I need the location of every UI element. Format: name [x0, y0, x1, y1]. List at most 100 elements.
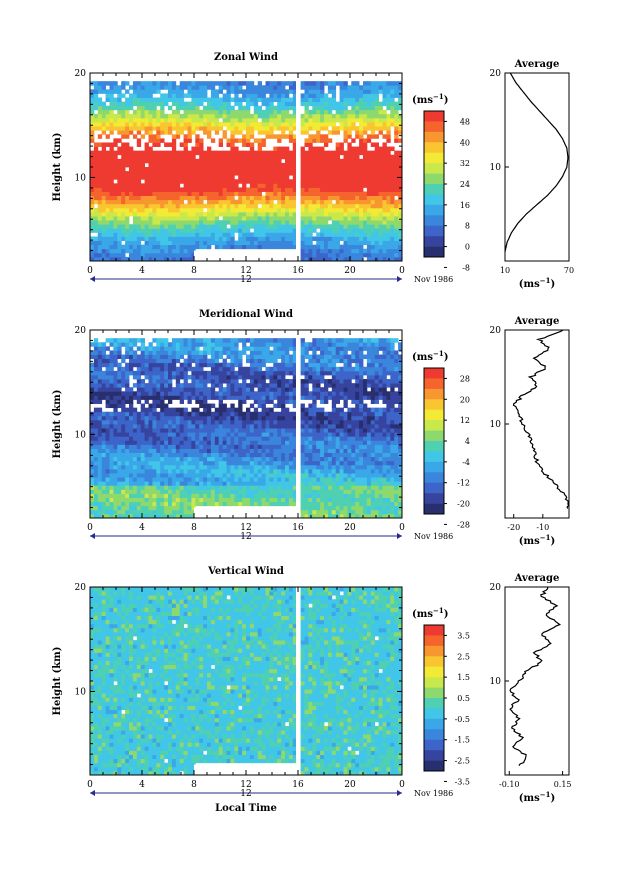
heatmap-cell — [105, 436, 110, 441]
heatmap-cell — [394, 105, 399, 111]
heatmap-cell — [339, 236, 344, 241]
heatmap-cell — [129, 501, 134, 507]
heatmap-cell — [382, 154, 387, 160]
heatmap-cell — [136, 456, 142, 462]
heatmap-cell — [394, 248, 399, 254]
heatmap-cell — [121, 228, 126, 233]
heatmap-cell — [335, 428, 340, 433]
heatmap-cell — [140, 419, 145, 425]
heatmap-cell — [93, 199, 99, 205]
heatmap-cell — [339, 175, 344, 180]
heatmap-cell — [214, 203, 220, 209]
heatmap-cell — [183, 211, 188, 217]
heatmap-cell — [136, 101, 142, 107]
heatmap-cell — [171, 195, 177, 201]
heatmap-cell — [191, 179, 196, 184]
heatmap-cell — [101, 162, 106, 168]
heatmap-cell — [230, 224, 235, 229]
heatmap-cell — [285, 424, 290, 429]
heatmap-cell — [300, 424, 305, 429]
heatmap-cell — [382, 464, 387, 470]
heatmap-cell — [269, 81, 274, 86]
heatmap-cell — [320, 126, 325, 131]
heatmap-cell — [125, 248, 130, 254]
heatmap-cell — [304, 105, 309, 111]
heatmap-cell — [171, 505, 177, 511]
heatmap-cell — [171, 485, 177, 490]
heatmap-cell — [273, 113, 278, 119]
heatmap-cell — [285, 501, 290, 507]
heatmap-cell — [183, 436, 188, 441]
heatmap-cell — [132, 175, 138, 180]
heatmap-cell — [97, 432, 103, 437]
heatmap-cell — [125, 419, 130, 425]
heatmap-cell — [97, 191, 103, 197]
heatmap-cell — [386, 191, 391, 197]
heatmap-cell — [109, 493, 114, 498]
heatmap-cell — [363, 175, 368, 180]
heatmap-cell — [378, 481, 383, 486]
heatmap-cell — [308, 477, 313, 482]
heatmap-cell — [386, 220, 391, 225]
heatmap-cell — [199, 493, 204, 498]
heatmap-cell — [382, 162, 387, 168]
heatmap-cell — [261, 464, 266, 470]
heatmap-cell — [109, 81, 114, 86]
heatmap-cell — [355, 216, 360, 221]
heatmap-cell — [246, 81, 251, 86]
heatmap-cell — [144, 113, 149, 119]
heatmap-cell — [394, 175, 399, 180]
heatmap-cell — [109, 505, 114, 511]
heatmap-cell — [210, 105, 216, 111]
heatmap-cell — [183, 207, 188, 213]
heatmap-cell — [90, 489, 95, 494]
heatmap-cell — [261, 138, 266, 143]
heatmap-cell — [218, 207, 223, 213]
heatmap-cell — [210, 485, 216, 490]
heatmap-cell — [218, 122, 223, 127]
heatmap-cell — [199, 224, 204, 229]
heatmap-cell — [144, 456, 149, 462]
heatmap-cell — [304, 485, 309, 490]
heatmap-cell — [277, 113, 282, 119]
heatmap-cell — [113, 126, 118, 131]
heatmap-cell — [355, 452, 360, 458]
heatmap-cell — [253, 199, 259, 205]
heatmap-cell — [355, 444, 360, 449]
heatmap-cell — [335, 105, 340, 111]
heatmap-cell — [222, 436, 227, 441]
y-axis-label: Height (km) — [52, 133, 63, 202]
heatmap-cell — [246, 179, 251, 184]
heatmap-cell — [156, 236, 161, 241]
heatmap-cell — [105, 424, 110, 429]
heatmap — [90, 81, 403, 262]
colorbar-label: -8 — [462, 263, 470, 272]
heatmap-cell — [210, 122, 216, 127]
heatmap-cell — [183, 105, 188, 111]
heatmap-cell — [347, 207, 352, 213]
heatmap-cell — [382, 228, 387, 233]
heatmap-cell — [105, 207, 110, 213]
heatmap-cell — [199, 117, 204, 123]
heatmap-cell — [300, 207, 305, 213]
heatmap-cell — [351, 460, 356, 466]
heatmap-cell — [269, 477, 274, 482]
heatmap-cell — [398, 126, 403, 131]
heatmap-cell — [366, 424, 372, 429]
heatmap-cell — [238, 167, 243, 172]
heatmap-cell — [109, 158, 114, 164]
heatmap-cell — [363, 448, 368, 454]
heatmap-cell — [359, 93, 364, 98]
heatmap-cell — [183, 93, 188, 98]
heatmap-cell — [312, 473, 317, 478]
heatmap-cell — [105, 113, 110, 119]
heatmap-cell — [214, 432, 220, 437]
heatmap-cell — [97, 101, 103, 107]
heatmap-cell — [335, 175, 340, 180]
heatmap-cell — [101, 473, 106, 478]
heatmap-cell — [148, 126, 153, 131]
heatmap-cell — [390, 146, 395, 152]
heatmap-cell — [386, 195, 391, 201]
heatmap-cell — [175, 93, 181, 98]
heatmap-cell — [394, 130, 399, 135]
